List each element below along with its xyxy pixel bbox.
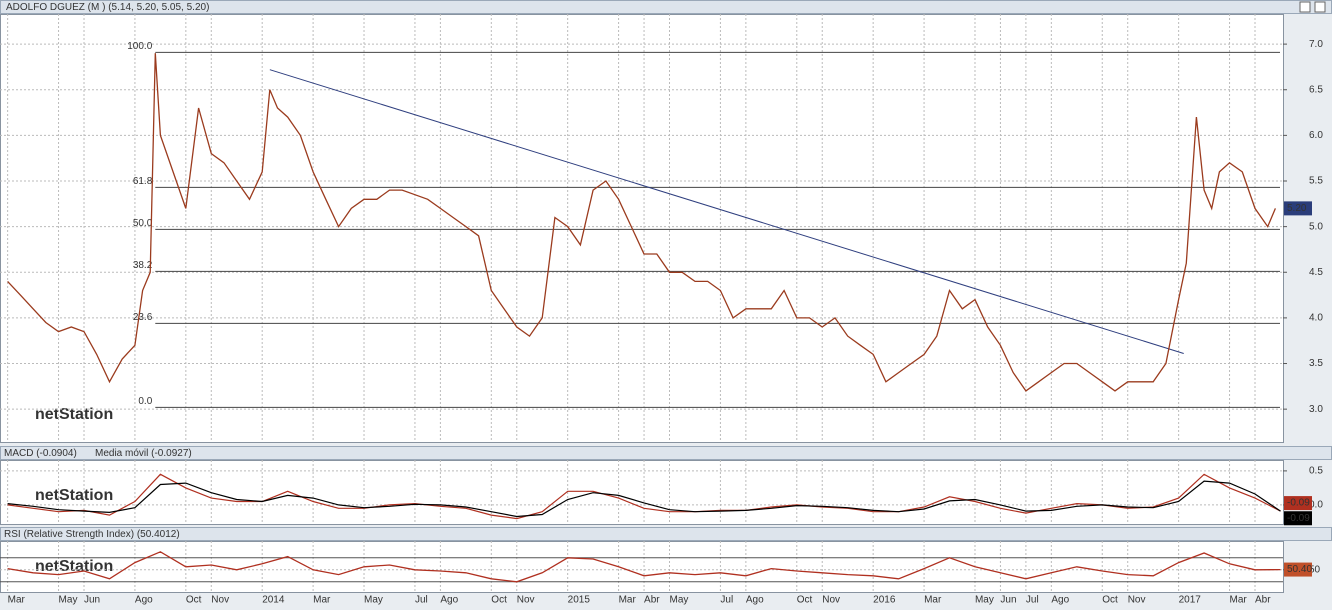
x-tick-label: May xyxy=(364,595,383,606)
last-value-box xyxy=(1284,496,1312,511)
macd-header xyxy=(0,446,1332,460)
current-value-box xyxy=(1284,201,1312,216)
fib-label: 0.0 xyxy=(138,396,152,407)
x-tick-label: Jun xyxy=(1000,595,1016,606)
fib-label: 100.0 xyxy=(127,41,152,52)
x-tick-label: Mar xyxy=(313,595,331,606)
y-tick-label: 0.5 xyxy=(1309,466,1323,477)
x-tick-label: Jul xyxy=(415,595,428,606)
fib-label: 61.8 xyxy=(133,176,153,187)
data-line xyxy=(7,551,1281,583)
x-tick-label: Mar xyxy=(8,595,26,606)
macd-legend: MACD (-0.0904) xyxy=(4,448,77,459)
x-tick-label: Jul xyxy=(720,595,733,606)
x-tick-label: Ago xyxy=(746,595,764,606)
x-tick-label: Ago xyxy=(1051,595,1069,606)
y-tick-label: 4.0 xyxy=(1309,313,1323,324)
plot-area xyxy=(0,460,1284,525)
x-tick-label: Oct xyxy=(491,595,507,606)
x-tick-label: May xyxy=(975,595,994,606)
x-tick-label: May xyxy=(670,595,689,606)
x-tick-label: Abr xyxy=(644,595,660,606)
y-tick-label: 6.0 xyxy=(1309,130,1323,141)
data-line xyxy=(7,53,1276,392)
y-tick-label: 50 xyxy=(1309,564,1321,575)
logo: netStation xyxy=(35,558,113,575)
logo: netStation xyxy=(35,406,113,423)
last-value-box xyxy=(1284,511,1312,526)
x-tick-label: May xyxy=(59,595,78,606)
y-tick-label: 4.5 xyxy=(1309,267,1323,278)
close-button[interactable] xyxy=(1314,1,1326,13)
y-tick-label: 5.0 xyxy=(1309,221,1323,232)
x-tick-label: Nov xyxy=(211,595,229,606)
x-tick-label: Abr xyxy=(1255,595,1271,606)
minimize-button[interactable] xyxy=(1299,1,1311,13)
x-tick-label: Nov xyxy=(517,595,535,606)
x-tick-label: Oct xyxy=(797,595,813,606)
y-tick-label: 6.5 xyxy=(1309,84,1323,95)
chart-title: ADOLFO DGUEZ (M ) (5.14, 5.20, 5.05, 5.2… xyxy=(6,2,209,13)
x-tick-label: Jul xyxy=(1026,595,1039,606)
y-tick-label: 5.5 xyxy=(1309,176,1323,187)
logo: netStation xyxy=(35,487,113,504)
fib-label: 38.2 xyxy=(133,260,153,271)
x-tick-label: 2014 xyxy=(262,595,285,606)
last-value: -0.09 xyxy=(1287,513,1310,524)
x-tick-label: Mar xyxy=(619,595,637,606)
x-tick-label: Mar xyxy=(1230,595,1248,606)
y-tick-label: 3.0 xyxy=(1309,404,1323,415)
x-tick-label: 2016 xyxy=(873,595,896,606)
data-line xyxy=(7,473,1281,520)
rsi-title: RSI (Relative Strength Index) (50.4012) xyxy=(4,529,180,540)
x-tick-label: Oct xyxy=(186,595,202,606)
current-value-box xyxy=(1284,562,1312,577)
x-tick-label: Ago xyxy=(135,595,153,606)
rsi-header xyxy=(0,527,1332,541)
trendline xyxy=(269,69,1184,354)
current-value: 5.20 xyxy=(1287,203,1307,214)
plot-area xyxy=(0,541,1284,593)
y-tick-label: 3.5 xyxy=(1309,358,1323,369)
x-tick-label: Ago xyxy=(440,595,458,606)
signal-legend: Media móvil (-0.0927) xyxy=(95,448,192,459)
x-tick-label: Mar xyxy=(924,595,942,606)
fib-label: 23.6 xyxy=(133,312,153,323)
x-tick-label: Oct xyxy=(1102,595,1118,606)
x-tick-label: Jun xyxy=(84,595,100,606)
x-tick-label: 2015 xyxy=(568,595,591,606)
data-line xyxy=(7,480,1281,518)
x-tick-label: Nov xyxy=(1128,595,1146,606)
last-value: -0.09 xyxy=(1287,498,1310,509)
y-tick-label: 0.0 xyxy=(1309,500,1323,511)
plot-area xyxy=(0,14,1284,443)
current-value: 50.40 xyxy=(1287,564,1312,575)
y-tick-label: 7.0 xyxy=(1309,39,1323,50)
x-tick-label: 2017 xyxy=(1179,595,1202,606)
fib-label: 50.0 xyxy=(133,218,153,229)
x-tick-label: Nov xyxy=(822,595,840,606)
